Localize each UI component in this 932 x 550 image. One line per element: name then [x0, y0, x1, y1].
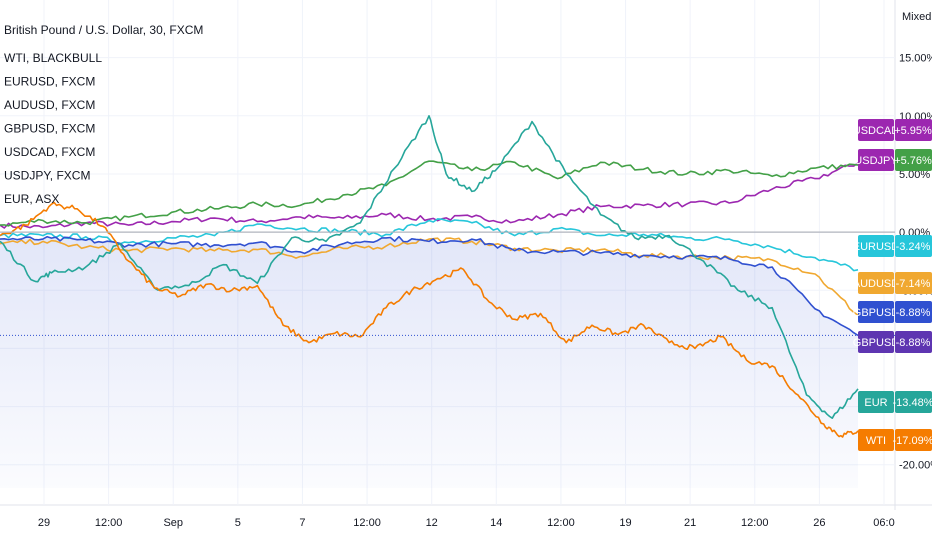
price-tag-value-bg [895, 235, 932, 257]
x-tick-label: 7 [299, 517, 305, 529]
y-tick-label: 15.00% [899, 53, 932, 65]
price-tag[interactable]: GBPUSD-8.88% [853, 301, 932, 323]
x-tick-label: Sep [163, 517, 183, 529]
series-lines[interactable] [0, 115, 859, 438]
x-tick-label: 21 [684, 517, 696, 529]
reference-lines [0, 231, 895, 336]
price-tag[interactable]: EUR -13.48% [858, 391, 932, 413]
series-line-eur[interactable] [0, 115, 859, 419]
price-tag-name: USDJPY [854, 155, 898, 167]
x-tick-label: 29 [38, 517, 50, 529]
legend-entry[interactable]: USDCAD, FXCM [4, 145, 95, 159]
x-axis[interactable]: 29 12:00 Sep 5 7 12:00 12 14 12:00 19 21 12:00 26 06:… [38, 517, 895, 529]
legend-entry[interactable]: WTI, BLACKBULL [4, 51, 102, 65]
x-tick-label: 12:00 [95, 517, 123, 529]
price-tag[interactable]: GBPUSD-8.88% [853, 331, 932, 353]
price-tag-name-bg [858, 119, 894, 141]
y-tick-label: -20.00% [899, 460, 932, 472]
price-tag-value: -7.14% [896, 278, 931, 290]
series-line-usdjpy[interactable] [0, 160, 859, 227]
price-tag-name: EURUSD [853, 241, 900, 253]
scale-mode-label[interactable]: Mixed [902, 11, 931, 23]
series-line-eurusd[interactable] [0, 218, 859, 272]
main-series-area [0, 236, 858, 488]
price-tag[interactable]: USDJPY+5.76% [854, 149, 932, 171]
price-tag-value-bg [895, 331, 932, 353]
price-tag-value: -8.88% [896, 307, 931, 319]
price-tag-name: EUR [864, 397, 887, 409]
x-tick-label: 12:00 [547, 517, 575, 529]
x-tick-label: 19 [619, 517, 631, 529]
price-tag[interactable]: AUDUSD-7.14% [853, 272, 932, 294]
price-tag[interactable]: USDCAD+5.95% [853, 119, 932, 141]
price-tag-name: AUDUSD [853, 278, 900, 290]
x-tick-label: 06:0 [873, 517, 894, 529]
price-labels: USDCAD+5.95% USDJPY+5.76% EURUSD-3.24% AUDU… [853, 119, 932, 451]
price-tag-value-bg [895, 149, 932, 171]
price-tag-value-bg [895, 429, 932, 451]
x-tick-label: 12:00 [741, 517, 769, 529]
legend-entry[interactable]: AUDUSD, FXCM [4, 98, 95, 112]
legend-entry[interactable]: USDJPY, FXCM [4, 169, 90, 183]
price-tag-value-bg [895, 272, 932, 294]
price-tag-name-bg [858, 272, 894, 294]
legend: British Pound / U.S. Dollar, 30, FXCM WT… [4, 23, 203, 206]
price-tag-name-bg [858, 391, 894, 413]
price-tag-value: +5.76% [894, 155, 932, 167]
legend-entry[interactable]: GBPUSD, FXCM [4, 122, 95, 136]
series-line-wti[interactable] [0, 201, 859, 438]
legend-entry[interactable]: EUR, ASX [4, 192, 59, 206]
price-tag-name-bg [858, 331, 894, 353]
series-line-gbpusd[interactable] [0, 235, 859, 337]
x-tick-label: 26 [813, 517, 825, 529]
chart-title[interactable]: British Pound / U.S. Dollar, 30, FXCM [4, 23, 203, 37]
price-tag[interactable]: WTI -17.09% [858, 429, 932, 451]
price-tag-value-bg [895, 119, 932, 141]
x-tick-label: 12:00 [353, 517, 381, 529]
price-tag-value: -17.09% [893, 435, 932, 447]
series-line-usdcad[interactable] [0, 162, 859, 229]
price-tag-name-bg [858, 429, 894, 451]
price-tag-name-bg [858, 301, 894, 323]
legend-entry[interactable]: EURUSD, FXCM [4, 75, 95, 89]
x-tick-label: 12 [426, 517, 438, 529]
y-tick-label: 5.00% [899, 169, 930, 181]
price-tag-name-bg [858, 235, 894, 257]
price-tag[interactable]: EURUSD-3.24% [853, 235, 932, 257]
price-tag-value-bg [895, 391, 932, 413]
series-area-gbpusd [0, 236, 858, 488]
price-tag-name: GBPUSD [853, 337, 900, 349]
price-tag-name: GBPUSD [853, 307, 900, 319]
price-tag-name: USDCAD [853, 125, 900, 137]
price-tag-value: +5.95% [894, 125, 932, 137]
price-tag-name-bg [858, 149, 894, 171]
price-tag-name: WTI [866, 435, 886, 447]
price-tag-value: -13.48% [893, 397, 932, 409]
price-tag-value-bg [895, 301, 932, 323]
x-tick-label: 14 [490, 517, 502, 529]
x-tick-label: 5 [235, 517, 241, 529]
price-tag-value: -3.24% [896, 241, 931, 253]
price-tag-value: -8.88% [896, 337, 931, 349]
